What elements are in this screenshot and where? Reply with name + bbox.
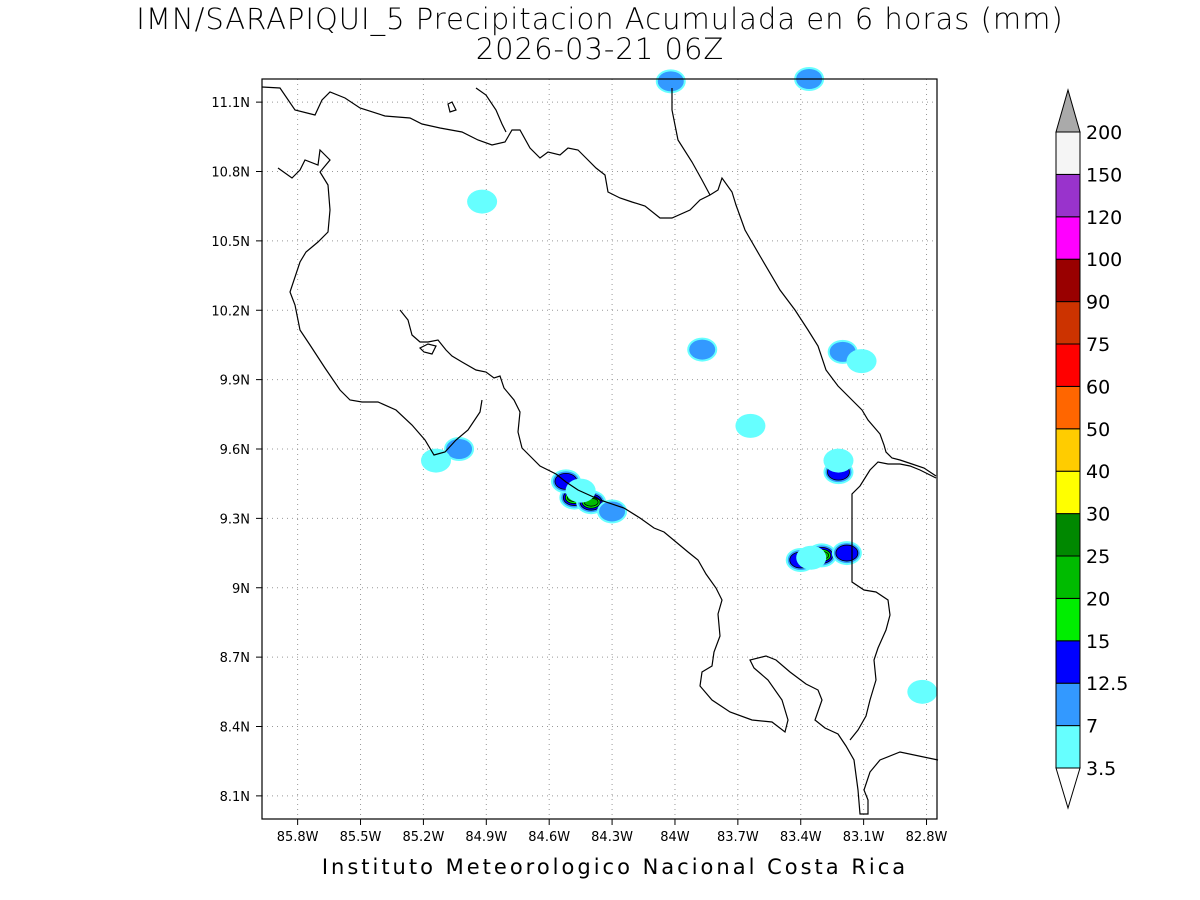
x-tick-label: 83.1W: [843, 830, 885, 845]
colorbar-label: 3.5: [1086, 758, 1116, 780]
map-datetime: 2026-03-21 06Z: [475, 32, 725, 66]
x-tick-label: 85.5W: [340, 830, 382, 845]
colorbar-label: 7: [1086, 716, 1098, 738]
x-tick-label: 84.6W: [528, 830, 570, 845]
precip-cell-7: [689, 339, 716, 360]
colorbar-swatch: [1055, 131, 1081, 175]
colorbar-swatch: [1055, 428, 1081, 472]
x-tick-label: 84.3W: [591, 830, 633, 845]
y-tick-label: 10.5N: [211, 235, 250, 250]
colorbar-max-arrow: [1055, 88, 1081, 133]
x-tick-label: 85.2W: [403, 830, 445, 845]
colorbar-swatch: [1055, 301, 1081, 345]
map-grid: [262, 79, 937, 819]
longitude-axis: 85.8W 85.5W 85.2W 84.9W 84.6W 84.3W 84W 83.7W 83…: [277, 819, 948, 845]
precip-cell-12.5: [835, 544, 859, 562]
coastline: [261, 86, 939, 815]
precipitation-field: [420, 67, 938, 704]
gulf-of-nicoya: [399, 309, 939, 815]
y-tick-label: 9.3N: [220, 512, 250, 527]
x-tick-label: 83.7W: [717, 830, 759, 845]
footer-credit: Instituto Meteorologico Nacional Costa R…: [321, 855, 909, 879]
y-tick-label: 9N: [232, 582, 250, 597]
colorbar-label: 90: [1086, 292, 1110, 314]
colorbar-label: 40: [1086, 461, 1110, 483]
colorbar-swatch: [1055, 682, 1081, 727]
colorbar-swatch: [1055, 640, 1081, 684]
coastline-pacific-north: [277, 148, 483, 456]
colorbar-label: 50: [1086, 419, 1110, 441]
colorbar-label: 15: [1086, 631, 1110, 653]
colorbar-swatch: [1055, 555, 1081, 599]
colorbar-swatch: [1055, 258, 1081, 303]
latitude-axis: 8.1N 8.4N 8.7N 9N 9.3N 9.6N 9.9N 10.2N 10.5N 10.8…: [211, 96, 262, 805]
precip-cell-3.5: [735, 413, 766, 438]
x-tick-label: 82.8W: [906, 830, 948, 845]
colorbar-label: 12.5: [1086, 673, 1128, 695]
precip-cell-3.5: [823, 448, 854, 473]
colorbar-label: 75: [1086, 334, 1110, 356]
colorbar-label: 30: [1086, 504, 1110, 526]
y-tick-label: 8.4N: [220, 721, 250, 736]
x-tick-label: 85.8W: [277, 830, 319, 845]
lake-nicaragua-edge: [475, 87, 711, 196]
border-panama: [849, 461, 937, 741]
colorbar-swatch: [1055, 470, 1081, 515]
colorbar: 3.5 7 12.5 15 20 25 30 40 50 60 75 90 100 120 150 200: [1055, 88, 1128, 810]
precip-cell-3.5: [796, 545, 827, 570]
precip-cell-7: [657, 71, 684, 92]
map-title: IMN/SARAPIQUI_5 Precipitacion Acumulada …: [136, 2, 1064, 36]
colorbar-swatch: [1055, 725, 1081, 769]
colorbar-label: 200: [1086, 122, 1122, 144]
lake-islet: [447, 101, 457, 113]
colorbar-label: 60: [1086, 376, 1110, 398]
coastline-north: [261, 86, 937, 477]
colorbar-swatch: [1055, 173, 1081, 218]
colorbar-swatch: [1055, 597, 1081, 642]
precip-cell-3.5: [420, 448, 451, 473]
colorbar-label: 150: [1086, 164, 1122, 186]
precip-cell-3.5: [907, 679, 938, 704]
colorbar-label: 20: [1086, 588, 1110, 610]
colorbar-swatch: [1055, 385, 1081, 430]
y-tick-label: 9.6N: [220, 443, 250, 458]
colorbar-swatch: [1055, 343, 1081, 387]
precip-cell-3.5: [846, 349, 877, 374]
y-tick-label: 10.8N: [211, 166, 250, 181]
colorbar-min-arrow: [1055, 767, 1081, 810]
colorbar-label: 120: [1086, 207, 1122, 229]
nicoya-islet: [418, 343, 437, 355]
y-tick-label: 9.9N: [220, 374, 250, 389]
y-tick-label: 10.2N: [211, 304, 250, 319]
x-tick-label: 83.4W: [780, 830, 822, 845]
y-tick-label: 11.1N: [211, 96, 250, 111]
colorbar-swatch: [1055, 216, 1081, 260]
colorbar-swatch: [1055, 513, 1081, 557]
colorbar-label: 100: [1086, 249, 1122, 271]
y-tick-label: 8.7N: [220, 651, 250, 666]
y-tick-label: 8.1N: [220, 790, 250, 805]
precip-cell-3.5: [467, 189, 498, 214]
x-tick-label: 84.9W: [465, 830, 507, 845]
precip-cell-7: [446, 439, 473, 459]
colorbar-label: 25: [1086, 546, 1110, 568]
x-tick-label: 84W: [660, 830, 690, 845]
